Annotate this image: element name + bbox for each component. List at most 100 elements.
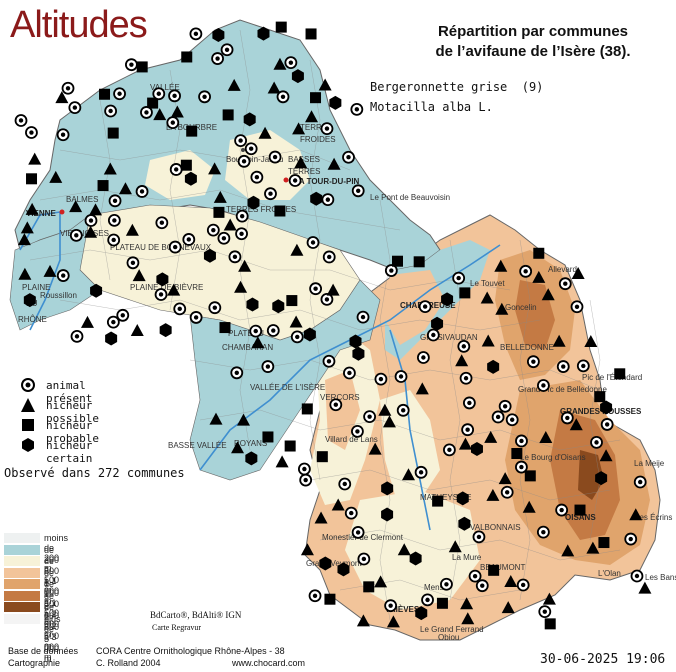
circle-marker xyxy=(104,104,118,118)
place-les-bans: Les Bans xyxy=(645,573,676,582)
triangle-marker xyxy=(368,442,382,455)
triangle-marker xyxy=(542,592,556,605)
triangle-marker xyxy=(132,269,146,282)
square-marker xyxy=(574,504,586,516)
circle-marker xyxy=(106,315,120,329)
circle-marker xyxy=(418,300,432,313)
circle-marker xyxy=(244,142,258,156)
square-marker xyxy=(310,92,322,104)
altitude-label: de 500 à 1 000 m xyxy=(44,556,60,606)
place-beaumont: BEAUMONT xyxy=(480,563,525,572)
circle-marker xyxy=(416,351,430,364)
circle-marker xyxy=(630,569,644,583)
circle-marker xyxy=(152,87,166,101)
circle-marker xyxy=(288,174,302,187)
place-bourgoin: Bourgoin-Jallieu xyxy=(226,155,283,164)
circle-marker xyxy=(394,370,408,383)
city-marker-vienne xyxy=(59,209,65,215)
circle-marker xyxy=(217,231,231,245)
circle-marker xyxy=(515,434,528,448)
square-marker xyxy=(107,127,119,139)
square-marker xyxy=(598,537,610,549)
triangle-marker xyxy=(118,182,132,195)
circle-marker xyxy=(440,577,453,591)
hexagon-marker xyxy=(600,400,613,415)
place-plateau: PLATEAU xyxy=(228,329,264,338)
circle-marker xyxy=(261,360,275,373)
place-bonnevaux: PLATEAU DE BONNEVAUX xyxy=(110,243,212,252)
footer-date: 30-06-2025 19:06 xyxy=(540,652,666,667)
triangle-marker xyxy=(294,156,308,169)
place-oisans: OISANS xyxy=(565,513,596,522)
triangle-marker xyxy=(103,162,117,175)
hexagon-marker xyxy=(243,112,256,127)
triangle-marker xyxy=(541,288,555,301)
triangle-marker xyxy=(501,601,515,614)
legend-label: nicheur certain xyxy=(46,439,93,465)
circle-marker xyxy=(234,134,248,147)
city-marker-la-tour-du-pin xyxy=(283,177,289,183)
circle-marker xyxy=(538,605,552,619)
circle-marker xyxy=(555,503,569,517)
isere-map: VIENNE BALMES VIENNOISES PLAINE DU RHÔNE… xyxy=(9,19,676,642)
place-vercors: VERCORS xyxy=(320,393,360,402)
altitude-swatch xyxy=(4,613,40,624)
hexagon-marker xyxy=(456,491,469,506)
place-plaine: PLAINE xyxy=(22,283,50,292)
relief-summits xyxy=(578,450,604,500)
circle-marker xyxy=(69,228,83,242)
hexagon-marker-icon xyxy=(22,438,34,452)
triangle-marker xyxy=(251,336,265,349)
square-marker-icon xyxy=(22,419,34,431)
circle-marker xyxy=(342,150,355,164)
hexagon-marker xyxy=(470,441,483,456)
relief-chartreuse xyxy=(385,270,445,345)
place-matheysine: MATHEYSINE xyxy=(420,493,471,502)
hexagon-marker xyxy=(105,331,118,346)
place-terres: TERRES xyxy=(300,123,332,132)
triangle-marker xyxy=(495,302,509,315)
place-etendard: Pic de l'Étendard xyxy=(582,373,642,382)
triangle-marker xyxy=(448,540,462,553)
triangle-marker xyxy=(170,105,184,118)
triangle-marker xyxy=(461,612,475,625)
circle-marker xyxy=(421,593,434,607)
circle-marker xyxy=(276,90,290,104)
circle-marker xyxy=(84,214,98,227)
triangle-marker xyxy=(300,543,314,556)
circle-marker xyxy=(322,354,336,368)
triangle-marker xyxy=(599,449,613,462)
triangle-marker xyxy=(267,81,281,94)
species-name: Bergeronnette grise (9) xyxy=(370,80,544,94)
triangle-marker xyxy=(69,200,83,213)
map-title: Altitudes xyxy=(10,4,148,46)
circle-marker xyxy=(189,311,203,324)
triangle-marker xyxy=(571,266,585,279)
circle-marker xyxy=(320,122,334,136)
triangle-marker xyxy=(314,511,328,524)
square-marker xyxy=(99,88,111,100)
triangle-marker xyxy=(504,574,518,587)
circle-marker xyxy=(468,569,482,583)
square-marker xyxy=(186,125,198,137)
triangle-marker xyxy=(305,110,319,123)
circle-marker xyxy=(208,301,222,315)
circle-marker xyxy=(56,128,70,142)
triangle-marker xyxy=(20,221,34,234)
triangle-marker xyxy=(327,157,341,170)
altitude-label: de 1 500 à 2 000 m xyxy=(44,579,60,639)
square-marker xyxy=(413,256,425,268)
circle-marker xyxy=(351,184,365,198)
place-grand-ferrand: Le Grand Ferrand xyxy=(420,625,484,634)
circle-marker xyxy=(264,187,277,201)
circle-marker xyxy=(461,423,475,437)
triangle-marker xyxy=(539,431,553,444)
triangle-marker xyxy=(275,455,289,468)
city-marker-bourgoin xyxy=(241,148,245,152)
triangle-marker xyxy=(227,78,241,91)
place-allevard: Allevard xyxy=(548,265,577,274)
place-rhone: RHÔNE xyxy=(18,315,47,324)
triangle-marker xyxy=(238,259,252,272)
footer-carto-value: C. Rolland 2004 xyxy=(96,658,161,668)
triangle-marker xyxy=(494,259,508,272)
